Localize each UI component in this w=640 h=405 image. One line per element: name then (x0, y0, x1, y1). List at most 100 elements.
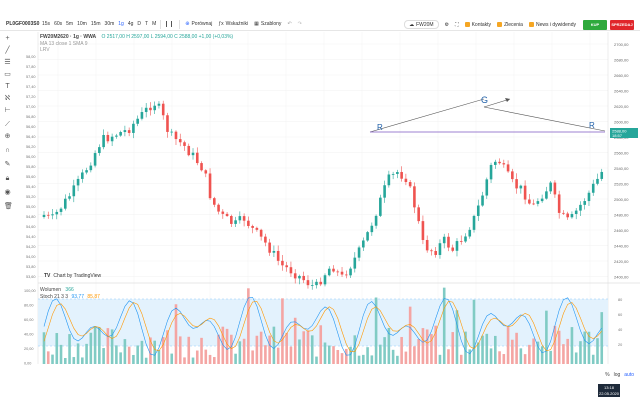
candle (268, 242, 271, 253)
candle (264, 236, 267, 243)
candle (106, 134, 110, 142)
rectangle-icon[interactable]: ▭ (4, 71, 11, 78)
volume-bar (459, 354, 463, 364)
volume-bar (353, 335, 357, 364)
interval-d[interactable]: D (137, 21, 142, 27)
volume-bar (421, 328, 425, 364)
trendline-icon[interactable]: ╱ (5, 47, 10, 54)
instrument-selector[interactable]: ☁ FW20M (404, 20, 439, 29)
candle (332, 268, 335, 272)
zlecenia-toggle[interactable]: Zlecenia (494, 18, 526, 31)
text-icon[interactable]: T (5, 83, 10, 90)
volume-bar (115, 345, 118, 364)
volume-bar (81, 357, 84, 364)
auto-scale-button[interactable]: auto (624, 372, 634, 378)
interval-m[interactable]: M (152, 21, 157, 27)
volume-bar (519, 348, 523, 364)
price-axis-label: 2680,00 (614, 58, 629, 63)
volume-value: 366 (65, 287, 74, 293)
news-toggle[interactable]: News i dywidendy (526, 18, 579, 31)
buy-button[interactable]: KUP (583, 19, 607, 30)
left-axis-label: 56,60 (26, 125, 36, 129)
lock-icon[interactable]: 🔒︎ (5, 175, 10, 182)
indicators-icon: ƒx (218, 21, 224, 27)
pattern-icon[interactable]: ℵ (4, 95, 11, 102)
candle (562, 212, 565, 214)
candle (425, 239, 429, 251)
interval-15s[interactable]: 15s (42, 21, 51, 27)
magnet-icon[interactable]: ∩ (4, 147, 11, 154)
volume-bar (583, 331, 587, 364)
stoch-band (38, 299, 608, 346)
percent-scale-button[interactable]: % (605, 372, 610, 378)
candle (153, 105, 156, 111)
interval-t[interactable]: T (145, 21, 149, 27)
volume-bar (506, 327, 510, 364)
candles-style-button[interactable] (163, 18, 177, 31)
volume-bar (161, 337, 165, 364)
candle (455, 241, 459, 251)
candle (72, 185, 76, 197)
candle (208, 173, 212, 199)
left-axis-label: 54,80 (26, 215, 36, 219)
symbol-label[interactable]: PL0GF0003S0 (6, 21, 40, 27)
price-axis-label: 2440,00 (614, 244, 629, 249)
kontakty-toggle[interactable]: Kontakty (462, 18, 494, 31)
candle (119, 132, 122, 136)
extra-legend: LRV (40, 47, 50, 53)
volume-bar (183, 357, 186, 364)
sell-button[interactable]: SPRZEDAJ (610, 19, 634, 30)
candle (170, 131, 174, 133)
interval-10m[interactable]: 10m (77, 21, 87, 27)
candle (63, 198, 67, 209)
pencil-lock-icon[interactable]: ✎ (4, 161, 11, 168)
plus-circle-icon: ⊕ (185, 21, 190, 27)
price-axis-label: 2520,00 (614, 182, 629, 187)
volume-bar (574, 352, 578, 364)
redo-button[interactable]: ↷ (295, 18, 305, 31)
interval-1g[interactable]: 1g (118, 21, 124, 27)
osc-axis-label: 40,00 (24, 333, 34, 337)
projection-icon[interactable]: ⊢ (4, 107, 11, 114)
candle (51, 214, 54, 216)
volume-bar (540, 346, 544, 364)
candle (310, 285, 314, 286)
volume-bar (511, 339, 514, 364)
fullscreen-button[interactable]: ⛶ (452, 18, 462, 31)
tradingview-logo-icon: TV (44, 273, 51, 279)
price-axis-label: 2600,00 (614, 120, 629, 125)
left-axis-label: 54,40 (26, 235, 36, 239)
interval-30m[interactable]: 30m (104, 21, 115, 27)
candle (323, 275, 327, 285)
interval-60s[interactable]: 60s (54, 21, 63, 27)
undo-button[interactable]: ↶ (284, 18, 294, 31)
interval-15m[interactable]: 15m (90, 21, 101, 27)
drawing-toolbar: + ╱ ☰ ▭ T ℵ ⊢ ⟋ ⊕ ∩ ✎ 🔒︎ ◉ 🗑︎ (0, 31, 15, 211)
volume-bar (438, 354, 442, 364)
candle (89, 165, 93, 171)
interval-5m[interactable]: 5m (66, 21, 74, 27)
horizontal-lines-icon[interactable]: ☰ (4, 59, 11, 66)
eye-icon[interactable]: ◉ (4, 189, 11, 196)
templates-button[interactable]: ▦ Szablony (251, 18, 284, 31)
trash-icon[interactable]: 🗑︎ (4, 203, 13, 210)
settings-button[interactable]: ⚙ (442, 18, 452, 31)
volume-bar (200, 337, 203, 364)
volume-bar (276, 347, 280, 364)
interval-4g[interactable]: 4g (127, 21, 134, 27)
indicators-button[interactable]: ƒx Wskaźniki (215, 18, 251, 31)
volume-bar (362, 354, 365, 364)
crosshair-icon[interactable]: + (5, 35, 10, 42)
log-scale-button[interactable]: log (613, 372, 621, 378)
candle (438, 243, 442, 255)
compare-button[interactable]: ⊕ Porównaj (182, 18, 215, 31)
volume-bar (42, 332, 46, 364)
top-toolbar: PL0GF0003S0 15s 60s 5m 10m 15m 30m 1g 4g… (0, 18, 640, 31)
price-axis-label: 2560,00 (614, 151, 629, 156)
candle (600, 171, 604, 179)
volume-bar (502, 354, 506, 364)
zoom-in-icon[interactable]: ⊕ (4, 133, 11, 140)
ruler-icon[interactable]: ⟋ (5, 121, 10, 128)
candle (276, 250, 280, 261)
